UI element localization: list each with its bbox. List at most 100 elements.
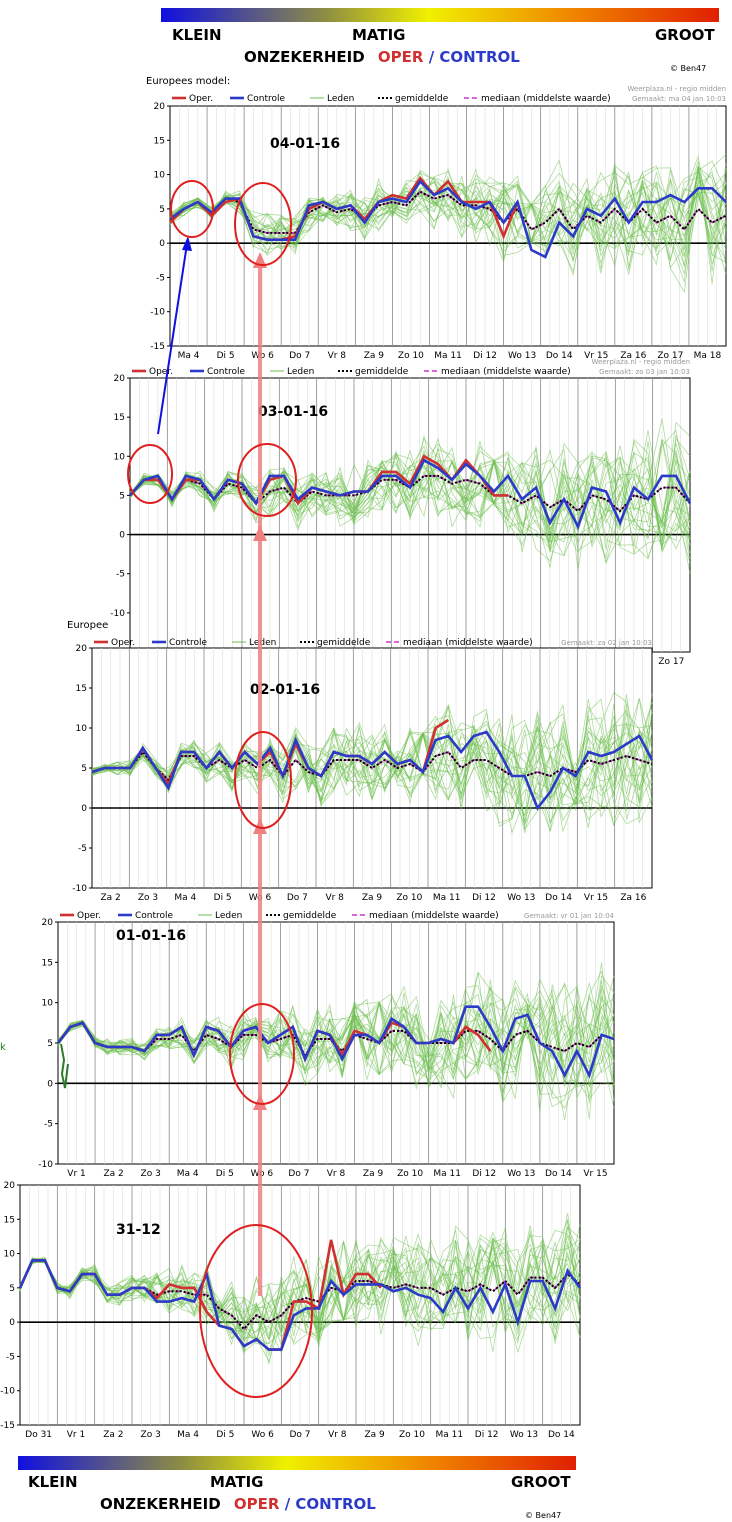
x-tick-label: Za 9	[363, 1169, 384, 1179]
x-tick-label: Ma 11	[434, 351, 462, 361]
footer-scale-high-label: GROOT	[511, 1473, 571, 1491]
ensemble-member-line	[19, 1239, 581, 1343]
header-legend: KLEIN MATIG GROOT ONZEKERHEID OPER / CON…	[161, 8, 719, 73]
legend-entry: Leden	[327, 94, 354, 104]
ensemble-member-line	[169, 159, 727, 252]
ensemble-member-line	[57, 998, 615, 1108]
control-line	[169, 179, 727, 259]
y-tick-label: 0	[81, 804, 87, 814]
y-tick-label: 5	[119, 491, 125, 501]
x-tick-label: Za 2	[103, 1430, 123, 1440]
legend-entry: mediaan (middelste waarde)	[403, 638, 533, 648]
mean-line	[91, 750, 653, 782]
x-tick-label: Wo 6	[251, 1430, 274, 1440]
ensemble-member-line	[129, 429, 691, 523]
y-tick-label: 5	[9, 1284, 15, 1294]
legend-entry: mediaan (middelste waarde)	[441, 367, 571, 377]
footer-scale-mid-label: MATIG	[210, 1473, 264, 1491]
legend-entry: gemiddelde	[283, 911, 337, 921]
x-tick-label: Ma 11	[436, 1430, 464, 1440]
run-date-label: 02-01-16	[250, 682, 320, 698]
x-tick-label: Vr 1	[67, 1430, 85, 1440]
x-tick-label: Do 14	[548, 1430, 575, 1440]
y-tick-label: -10	[150, 308, 165, 318]
x-tick-label: Za 2	[101, 893, 121, 903]
circle-run1-ma4	[170, 180, 214, 238]
meta-made-label: Gemaakt: za 02 jan 10:03	[561, 639, 652, 647]
ensemble-member-line	[91, 723, 653, 806]
legend-entry: Oper.	[149, 367, 173, 377]
ensemble-member-line	[19, 1241, 581, 1334]
x-tick-label: Zo 17	[658, 657, 684, 667]
control-word: CONTROL	[439, 48, 520, 66]
y-tick-label: 20	[42, 918, 54, 928]
x-tick-label: Zo 10	[397, 1169, 423, 1179]
footer-uncertainty-title: ONZEKERHEID OPER / CONTROL	[100, 1495, 376, 1513]
y-tick-label: 10	[114, 452, 126, 462]
annotations-layer: k	[0, 180, 313, 1398]
legend-entry: Controle	[169, 638, 208, 648]
legend-entry: mediaan (middelste waarde)	[481, 94, 611, 104]
legend-entry: Leden	[287, 367, 314, 377]
scale-mid-label: MATIG	[352, 26, 406, 44]
ensemble-member-line	[169, 167, 727, 265]
run-date-label: 04-01-16	[270, 136, 340, 152]
scale-high-label: GROOT	[655, 26, 715, 44]
x-tick-label: Ma 11	[433, 893, 461, 903]
ensemble-member-line	[129, 438, 691, 553]
x-tick-label: Di 5	[217, 351, 235, 361]
x-tick-label: Vr 8	[328, 351, 347, 361]
y-tick-label: 5	[159, 205, 165, 215]
y-tick-label: 0	[119, 531, 125, 541]
circle-run2-wo6	[237, 443, 297, 517]
blue-arrow-line	[157, 243, 188, 435]
x-tick-label: Zo 10	[396, 893, 422, 903]
y-tick-label: -5	[6, 1352, 15, 1362]
legend-entry: Oper.	[77, 911, 101, 921]
legend-entry: Controle	[135, 911, 174, 921]
x-tick-label: Wo 13	[508, 351, 536, 361]
ensemble-member-line	[169, 171, 727, 263]
y-tick-label: -5	[156, 273, 165, 283]
circle-run1-wo6	[234, 182, 292, 266]
x-tick-label: Vr 8	[327, 1169, 346, 1179]
ensemble-member-line	[129, 443, 691, 554]
x-tick-label: Di 12	[473, 351, 497, 361]
y-tick-label: 5	[47, 1039, 53, 1049]
ensemble-member-line	[91, 694, 653, 823]
x-tick-label: Wo 13	[507, 1169, 535, 1179]
x-tick-label: Do 7	[287, 893, 308, 903]
legend-entry: mediaan (middelste waarde)	[369, 911, 499, 921]
x-tick-label: Vr 15	[584, 893, 608, 903]
run-date-label: 31-12	[116, 1222, 161, 1238]
y-tick-label: 15	[114, 413, 125, 423]
model-label: Europee	[67, 620, 108, 631]
x-tick-label: Wo 6	[251, 1169, 274, 1179]
y-tick-label: -10	[110, 609, 125, 619]
slash-char: /	[429, 48, 435, 66]
x-tick-label: Do 7	[289, 351, 310, 361]
oper-word: OPER	[378, 48, 424, 66]
arrow-head-4	[253, 1094, 267, 1110]
x-tick-label: Za 9	[364, 351, 385, 361]
legend-entry: Leden	[215, 911, 242, 921]
control-line	[56, 1005, 615, 1079]
control-line	[18, 1259, 582, 1351]
legend-entry: Oper.	[111, 638, 135, 648]
legend-entry: gemiddelde	[395, 94, 449, 104]
y-tick-label: 15	[154, 136, 165, 146]
y-tick-label: 20	[4, 1181, 16, 1191]
run-date-label: 01-01-16	[116, 928, 186, 944]
x-tick-label: Ma 4	[178, 351, 200, 361]
scale-low-label: KLEIN	[172, 26, 222, 44]
x-tick-label: Zo 3	[138, 893, 158, 903]
footer-control-word: CONTROL	[295, 1495, 376, 1513]
x-tick-label: Di 5	[214, 893, 232, 903]
x-tick-label: Zo 3	[141, 1430, 161, 1440]
ensemble-member-line	[57, 979, 615, 1084]
y-tick-label: -10	[72, 884, 87, 894]
y-tick-label: 20	[76, 644, 88, 654]
legend-entry: Oper.	[189, 94, 213, 104]
